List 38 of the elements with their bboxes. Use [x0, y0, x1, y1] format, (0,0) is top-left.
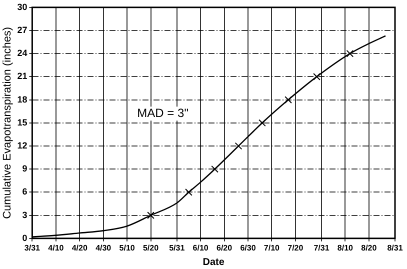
x-tick-label: 7/31 [314, 243, 330, 252]
y-tick-label: 15 [17, 117, 28, 128]
annotation: MAD = 3" [137, 106, 188, 120]
x-tick-label: 5/10 [119, 243, 136, 252]
y-tick-label: 30 [17, 2, 28, 12]
y-axis-title: Cumulative Evapotranspiration (inches) [2, 26, 14, 219]
point [313, 73, 320, 80]
x-tick-label: 7/20 [288, 243, 304, 252]
point [185, 188, 192, 196]
x-tick-label: 4/20 [72, 243, 88, 252]
point [234, 142, 242, 150]
x-tick-label: 5/31 [169, 243, 186, 252]
point [346, 50, 354, 58]
y-tick-label: 18 [17, 94, 28, 104]
x-axis-title: Date [202, 256, 225, 268]
point [258, 119, 266, 127]
x-tick-label: 7/10 [264, 243, 280, 252]
y-tick-label: 3 [22, 210, 28, 220]
point [284, 96, 292, 104]
point [211, 165, 218, 173]
y-tick-label: 27 [17, 24, 28, 35]
x-tick-label: 4/30 [96, 243, 112, 252]
x-tick-label: 3/31 [24, 243, 41, 252]
y-tick-label: 24 [17, 48, 28, 58]
y-tick-label: 6 [22, 186, 28, 197]
x-tick-label: 5/20 [142, 243, 160, 252]
y-tick-label: 12 [17, 140, 28, 150]
x-tick-label: 6/30 [240, 243, 256, 252]
x-tick-label: 6/10 [192, 243, 209, 252]
x-tick-label: 6/20 [216, 243, 233, 252]
x-tick-label: 8/31 [387, 243, 404, 252]
x-tick-label: 8/20 [361, 243, 378, 252]
y-tick-label: 9 [22, 164, 28, 174]
y-tick-label: 21 [17, 71, 28, 82]
point [147, 212, 154, 219]
x-tick-label: 4/10 [48, 243, 64, 252]
y-tick-label: 0 [22, 232, 28, 243]
x-tick-label: 8/10 [337, 243, 354, 252]
